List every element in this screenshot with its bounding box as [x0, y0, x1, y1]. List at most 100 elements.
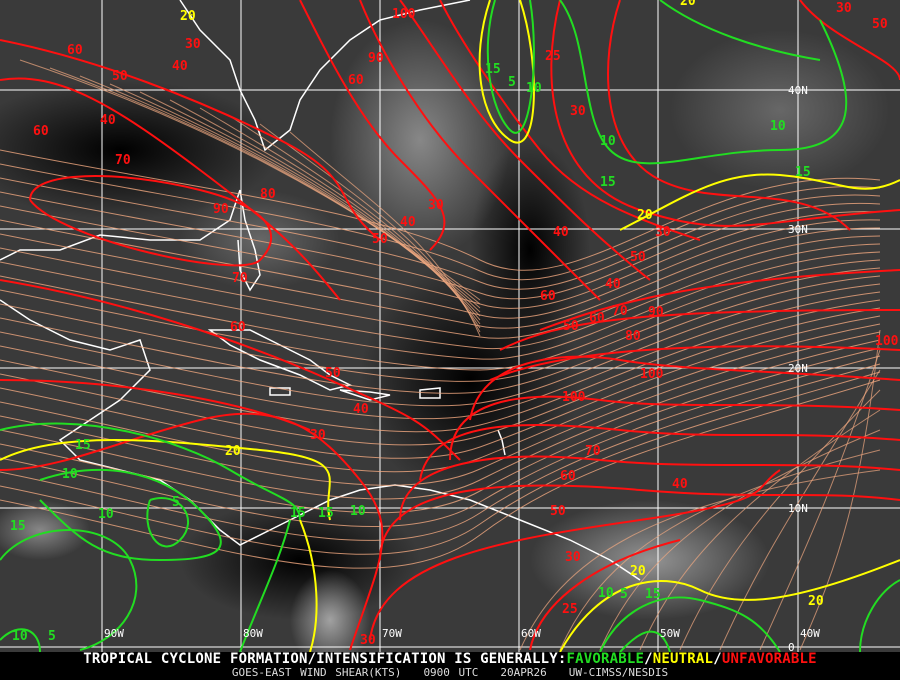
- neutral-label: NEUTRAL: [652, 651, 714, 667]
- contour-label: 80: [625, 329, 641, 344]
- contour-label: 25: [545, 49, 561, 64]
- longitude-label: 50W: [660, 627, 680, 640]
- contour-label: 100: [392, 7, 416, 22]
- longitude-label: 80W: [243, 627, 263, 640]
- streamline: [0, 219, 881, 319]
- contour-label: 15: [75, 438, 91, 453]
- contour-label: 20: [680, 0, 696, 9]
- streamline: [0, 371, 881, 555]
- contour-label: 60: [230, 320, 246, 335]
- favorable-contour: [659, 0, 821, 61]
- contour-label: 30: [565, 550, 581, 565]
- contour-label: 10: [350, 504, 366, 519]
- grid-labels: 90W 80W 70W 60W 50W 40W 40N 30N 20N 10N 0: [104, 84, 820, 652]
- streamline: [0, 347, 881, 514]
- neutral-contour: [478, 0, 535, 144]
- satellite-imagery: [0, 0, 900, 652]
- contour-label: 70: [612, 304, 628, 319]
- unfavorable-contour: [0, 77, 341, 301]
- unfavorable-contour: [29, 175, 273, 267]
- latitude-label: 30N: [788, 223, 808, 236]
- unfavorable-contour: [529, 539, 681, 651]
- unfavorable-contour: [299, 0, 446, 251]
- contour-label: 90: [368, 51, 384, 66]
- favorable-contour: [0, 422, 301, 521]
- favorable-contour: [39, 469, 222, 562]
- contour-label: 50: [112, 69, 128, 84]
- streamline: [599, 429, 881, 651]
- contour-label: 100: [875, 334, 899, 349]
- streamline: [0, 331, 881, 486]
- favorable-contour: [146, 497, 190, 548]
- unfavorable-contour: [499, 309, 900, 351]
- neutral-contour: [619, 173, 900, 231]
- unfavorable-contour: [439, 0, 701, 241]
- contour-label: 50: [325, 366, 341, 381]
- streamline: [719, 369, 881, 651]
- streamline: [0, 177, 881, 290]
- contour-label: 50: [563, 319, 579, 334]
- map-canvas: 20 30 40 50 60 60 70 40 90 80 70 60 50 100 90 60 50 40 30 1…: [0, 0, 900, 652]
- favorable-contour: [0, 628, 41, 652]
- contour-label: 10: [770, 119, 786, 134]
- contour-label: 60: [589, 311, 605, 326]
- contour-label: 15: [600, 175, 616, 190]
- streamline: [0, 149, 881, 271]
- streamline: [679, 389, 881, 651]
- streamline: [229, 115, 481, 329]
- contour-label: 15: [485, 62, 501, 77]
- unfavorable-label: UNFAVORABLE: [721, 651, 817, 667]
- streamline: [0, 191, 881, 300]
- contour-label: 15: [290, 506, 306, 521]
- contour-label: 70: [585, 444, 601, 459]
- contour-label: 90: [648, 305, 664, 320]
- product-info: GOES-EAST WIND SHEAR(KTS) 0900 UTC 20APR26…: [0, 667, 900, 679]
- favorable-contour: [239, 519, 291, 652]
- contour-label: 5: [48, 629, 56, 644]
- unfavorable-contour: [607, 0, 851, 231]
- contour-label: 30: [836, 1, 852, 16]
- product-name: GOES-EAST WIND SHEAR(KTS): [231, 666, 402, 679]
- contour-label: 40: [100, 113, 116, 128]
- contour-label: 10: [526, 81, 542, 96]
- valid-date: 20APR26: [500, 666, 547, 679]
- unfavorable-contour: [550, 0, 900, 227]
- unfavorable-contour: [0, 39, 381, 241]
- favorable-contour: [0, 529, 138, 651]
- contour-label: 15: [645, 587, 661, 602]
- unfavorable-contour: [419, 424, 900, 481]
- favorable-contour: [619, 630, 671, 652]
- neutral-contour: [0, 439, 331, 521]
- streamline: [0, 291, 881, 420]
- contour-label: 5: [620, 587, 628, 602]
- contour-label: 15: [10, 519, 26, 534]
- contour-label: 10: [600, 134, 616, 149]
- longitude-label: 90W: [104, 627, 124, 640]
- contour-label: 40: [172, 59, 188, 74]
- contour-label: 20: [225, 444, 241, 459]
- contour-label: 60: [560, 469, 576, 484]
- favorable-contour: [859, 579, 900, 652]
- contour-label: 70: [232, 271, 248, 286]
- contour-label: 10: [598, 586, 614, 601]
- contour-label: 25: [562, 602, 578, 617]
- streamline: [639, 409, 881, 651]
- favorable-contour: [486, 0, 535, 134]
- neutral-contour: [299, 519, 318, 652]
- headline-prefix: TROPICAL CYCLONE FORMATION/INTENSIFICATI…: [83, 651, 567, 667]
- contour-label: 50: [872, 17, 888, 32]
- contour-label: 40: [400, 215, 416, 230]
- contour-label: 30: [360, 633, 376, 648]
- unfavorable-contour: [489, 345, 900, 381]
- contour-label: 10: [12, 629, 28, 644]
- contour-label: 60: [67, 43, 83, 58]
- contour-label: 20: [808, 594, 824, 609]
- streamline: [289, 131, 481, 337]
- unfavorable-contour: [469, 355, 900, 421]
- longitude-label: 60W: [521, 627, 541, 640]
- contour-label: 30: [655, 225, 671, 240]
- streamline: [799, 329, 881, 651]
- contour-label: 30: [185, 37, 201, 52]
- separator: /: [713, 651, 722, 667]
- streamline: [0, 259, 881, 371]
